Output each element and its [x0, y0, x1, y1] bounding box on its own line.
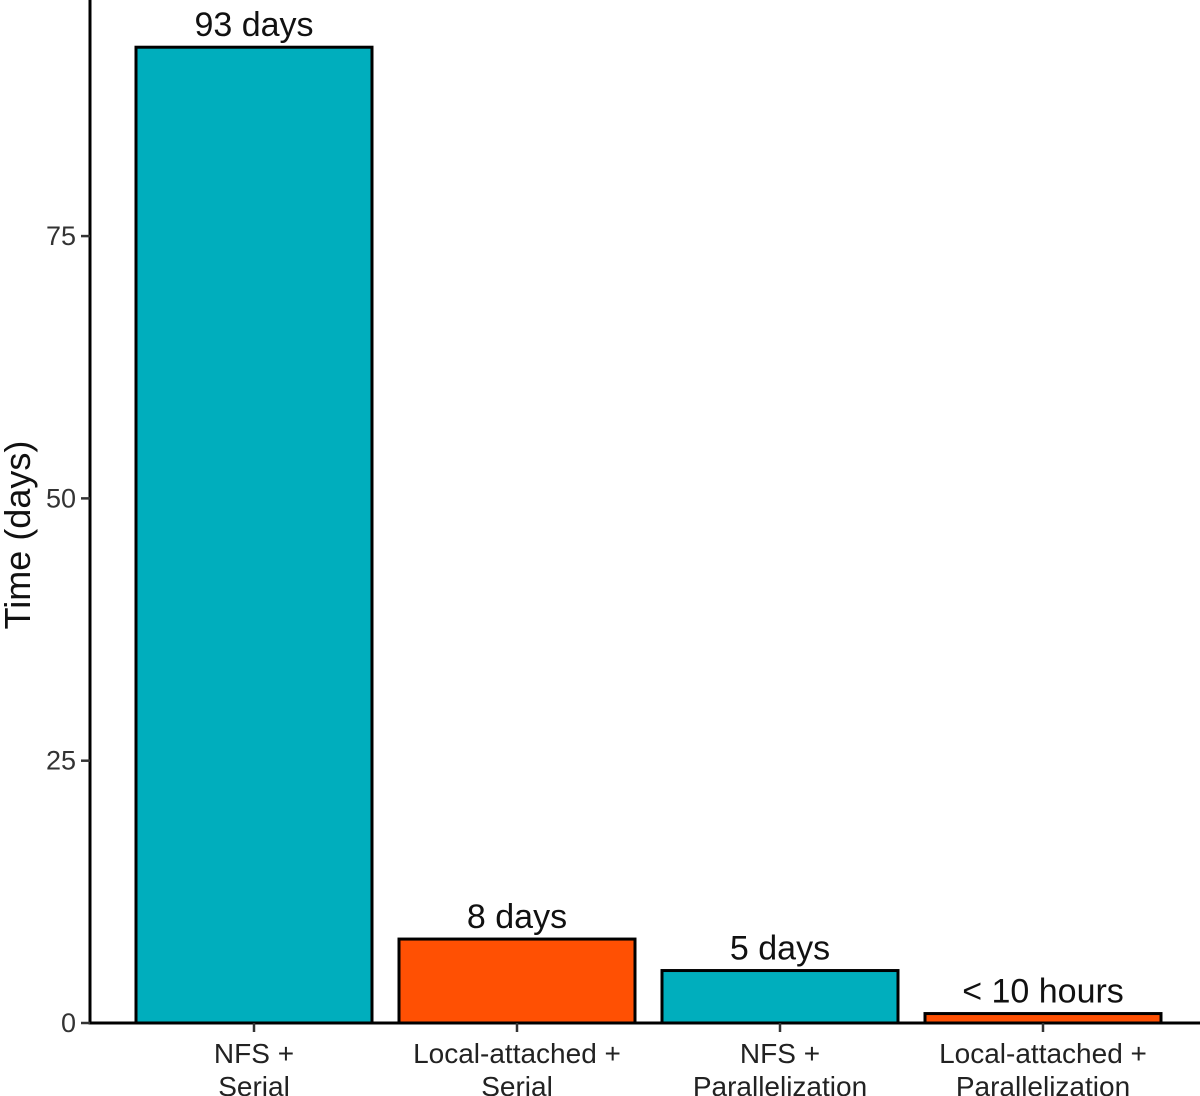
bar-1 — [134, 45, 374, 1025]
x-tick-label-4: Local-attached + Parallelization — [939, 1038, 1147, 1096]
y-tick-label-25: 25 — [46, 746, 76, 776]
data-label-1: 93 days — [194, 6, 313, 44]
x-tick-label-3-line-1: NFS + — [740, 1038, 820, 1069]
x-tick-label-3: NFS + Parallelization — [693, 1038, 867, 1096]
y-tick-label-75: 75 — [46, 221, 76, 251]
data-label-4: < 10 hours — [962, 973, 1124, 1011]
x-tick-label-1: NFS + Serial — [214, 1038, 294, 1096]
x-tick-label-2-line-2: Serial — [481, 1071, 553, 1096]
x-tick-label-4-line-2: Parallelization — [956, 1071, 1130, 1096]
y-axis-title: Time (days) — [0, 441, 38, 630]
data-label-3: 5 days — [730, 930, 830, 968]
x-tick-label-1-line-2: Serial — [218, 1071, 290, 1096]
x-tick-label-1-line-1: NFS + — [214, 1038, 294, 1069]
data-label-2: 8 days — [467, 898, 567, 936]
bar-3 — [660, 969, 900, 1025]
bars-group — [134, 45, 1163, 1025]
x-tick-label-2-line-1: Local-attached + — [413, 1038, 621, 1069]
y-tick-label-0: 0 — [61, 1008, 76, 1038]
y-axis: 0 25 50 75 — [46, 0, 92, 1038]
x-tick-label-3-line-2: Parallelization — [693, 1071, 867, 1096]
bar-2 — [397, 937, 637, 1025]
y-tick-label-50: 50 — [46, 483, 76, 513]
data-labels-group: 93 days 8 days 5 days < 10 hours — [194, 6, 1123, 1010]
x-tick-label-2: Local-attached + Serial — [413, 1038, 621, 1096]
x-tick-label-4-line-1: Local-attached + — [939, 1038, 1147, 1069]
